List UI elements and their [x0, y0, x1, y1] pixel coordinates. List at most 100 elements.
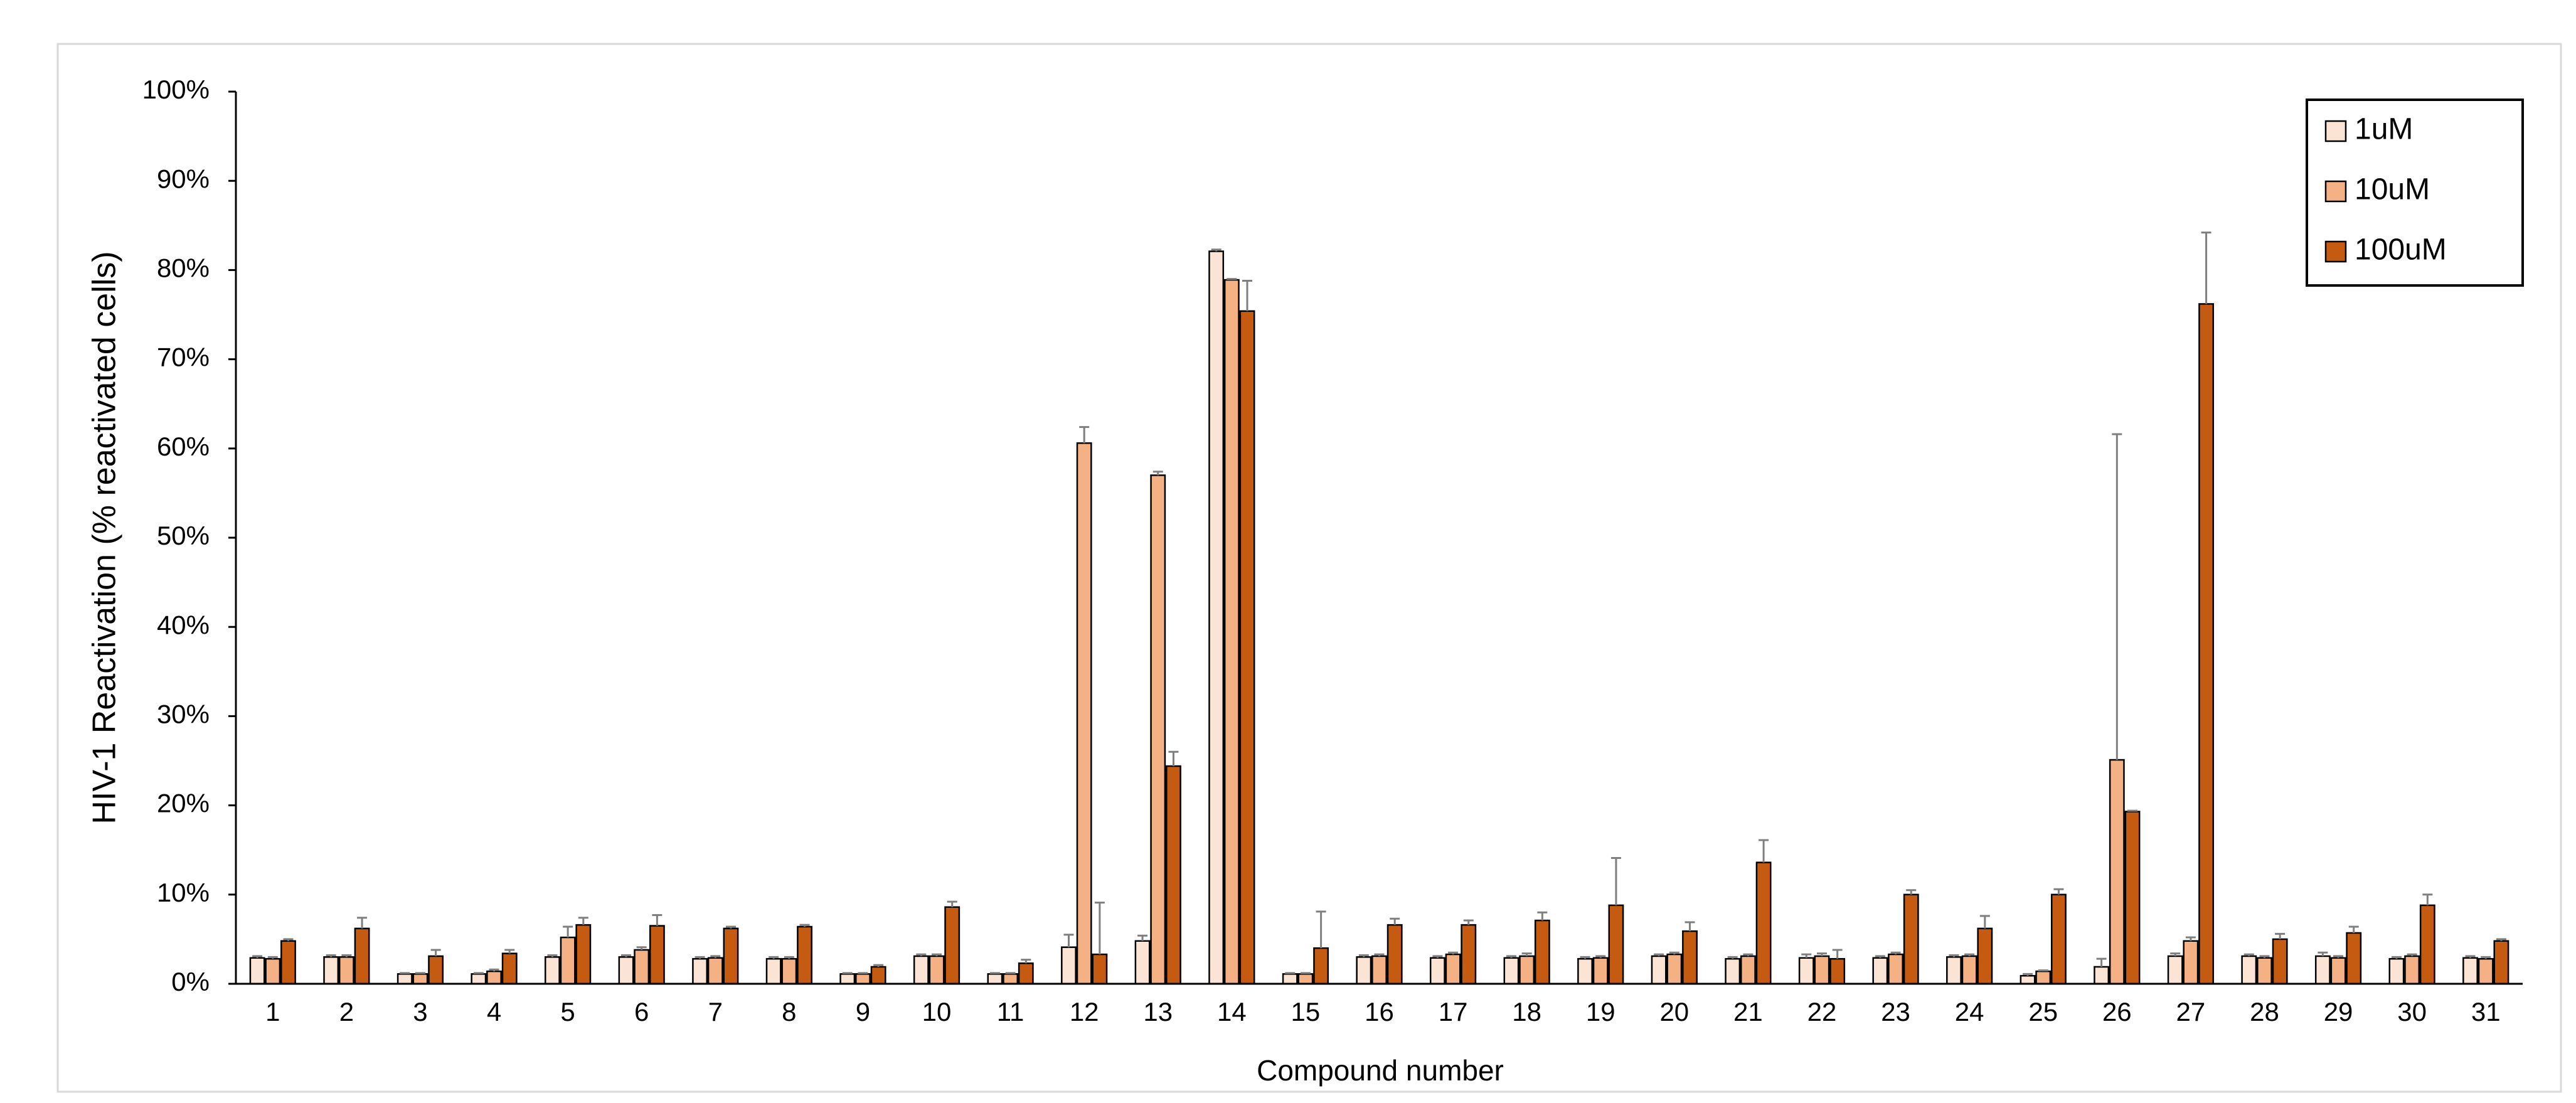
error-bar: [547, 954, 558, 957]
error-bar: [2053, 888, 2064, 895]
bar: [944, 906, 961, 985]
bar: [723, 927, 739, 985]
bar: [412, 973, 428, 985]
bar: [1872, 957, 1888, 985]
bar: [839, 973, 856, 985]
bar: [486, 970, 502, 985]
x-tick-label: 7: [708, 997, 723, 1026]
x-tick-label: 25: [2028, 997, 2058, 1026]
y-tick-label: 90%: [157, 164, 210, 193]
bar: [2241, 955, 2257, 985]
error-bar: [947, 900, 957, 907]
error-bar: [1506, 955, 1516, 958]
legend-swatch: [2324, 240, 2347, 263]
error-bar: [1685, 921, 1695, 932]
x-tick-label: 15: [1291, 997, 1321, 1026]
error-bar: [1832, 949, 1843, 959]
error-bar: [2496, 938, 2506, 941]
error-bar: [2333, 955, 2344, 958]
error-bar: [1390, 917, 1400, 925]
error-bar: [489, 968, 499, 972]
error-bar: [784, 956, 794, 959]
error-bar: [415, 972, 425, 974]
error-bar: [1537, 911, 1548, 921]
bar: [2404, 955, 2420, 985]
bar: [1282, 973, 1298, 985]
bar: [1313, 947, 1329, 985]
error-bar: [2243, 953, 2254, 956]
error-bar: [695, 956, 705, 959]
bar: [2419, 904, 2435, 985]
error-bar: [1063, 934, 1074, 947]
bar: [1150, 474, 1166, 985]
bar: [1134, 940, 1151, 985]
error-bar: [1285, 972, 1296, 974]
y-tick-label: 30%: [157, 699, 210, 728]
x-tick-label: 11: [997, 997, 1025, 1026]
error-bar: [1610, 857, 1621, 905]
x-tick-label: 1: [265, 997, 280, 1026]
error-bar: [1669, 951, 1679, 955]
error-bar: [252, 955, 263, 958]
error-bar: [1448, 951, 1459, 955]
error-bar: [2391, 956, 2402, 959]
bar: [987, 973, 1003, 985]
bar: [1223, 279, 1240, 985]
x-tick-label: 6: [634, 997, 649, 1026]
error-bar: [916, 953, 927, 956]
error-bar: [1580, 956, 1590, 959]
bar: [2020, 974, 2036, 985]
bar: [1903, 893, 1919, 985]
bar: [338, 956, 354, 985]
bar: [2314, 955, 2331, 985]
bar: [280, 940, 296, 985]
bar: [1740, 955, 1756, 985]
x-tick-label: 17: [1439, 997, 1468, 1026]
bar: [2124, 811, 2141, 985]
error-bar: [621, 954, 631, 957]
x-tick-label: 18: [1512, 997, 1541, 1026]
error-bar: [1654, 953, 1664, 956]
bar: [501, 952, 518, 985]
bar: [1371, 955, 1387, 985]
error-bar: [1242, 279, 1253, 311]
y-tick-label: 50%: [157, 521, 210, 550]
error-bar: [2465, 955, 2476, 958]
error-bar: [710, 955, 721, 958]
error-bar: [769, 956, 779, 959]
bar: [1946, 956, 1962, 985]
bar: [1977, 927, 1993, 985]
error-bar: [1801, 953, 1812, 958]
bar: [2094, 966, 2110, 985]
bar: [2388, 957, 2405, 985]
error-bar: [1374, 953, 1385, 956]
chart-frame: [56, 43, 2562, 1093]
bar: [545, 956, 560, 985]
bar: [471, 973, 487, 985]
x-tick-label: 9: [856, 997, 870, 1026]
error-bar: [636, 946, 647, 950]
error-bar: [1432, 955, 1443, 958]
bar: [249, 957, 265, 985]
error-bar: [430, 949, 441, 956]
bar: [560, 936, 576, 985]
bar: [707, 957, 723, 985]
error-bar: [326, 954, 336, 957]
error-bar: [2096, 957, 2107, 967]
error-bar: [1743, 953, 1754, 956]
error-bar: [2422, 893, 2433, 905]
x-tick-label: 8: [782, 997, 796, 1026]
legend-swatch: [2324, 120, 2347, 142]
error-bar: [1816, 952, 1827, 956]
error-bar: [1979, 915, 1990, 929]
error-bar: [652, 914, 663, 926]
bar: [428, 955, 444, 985]
x-tick-label: 2: [339, 997, 354, 1026]
x-tick-label: 28: [2250, 997, 2279, 1026]
bar: [2257, 957, 2272, 985]
x-tick-label: 3: [413, 997, 427, 1026]
bar: [1577, 957, 1593, 985]
bar: [2198, 303, 2214, 985]
bar: [1608, 904, 1624, 985]
error-bar: [1137, 934, 1148, 941]
